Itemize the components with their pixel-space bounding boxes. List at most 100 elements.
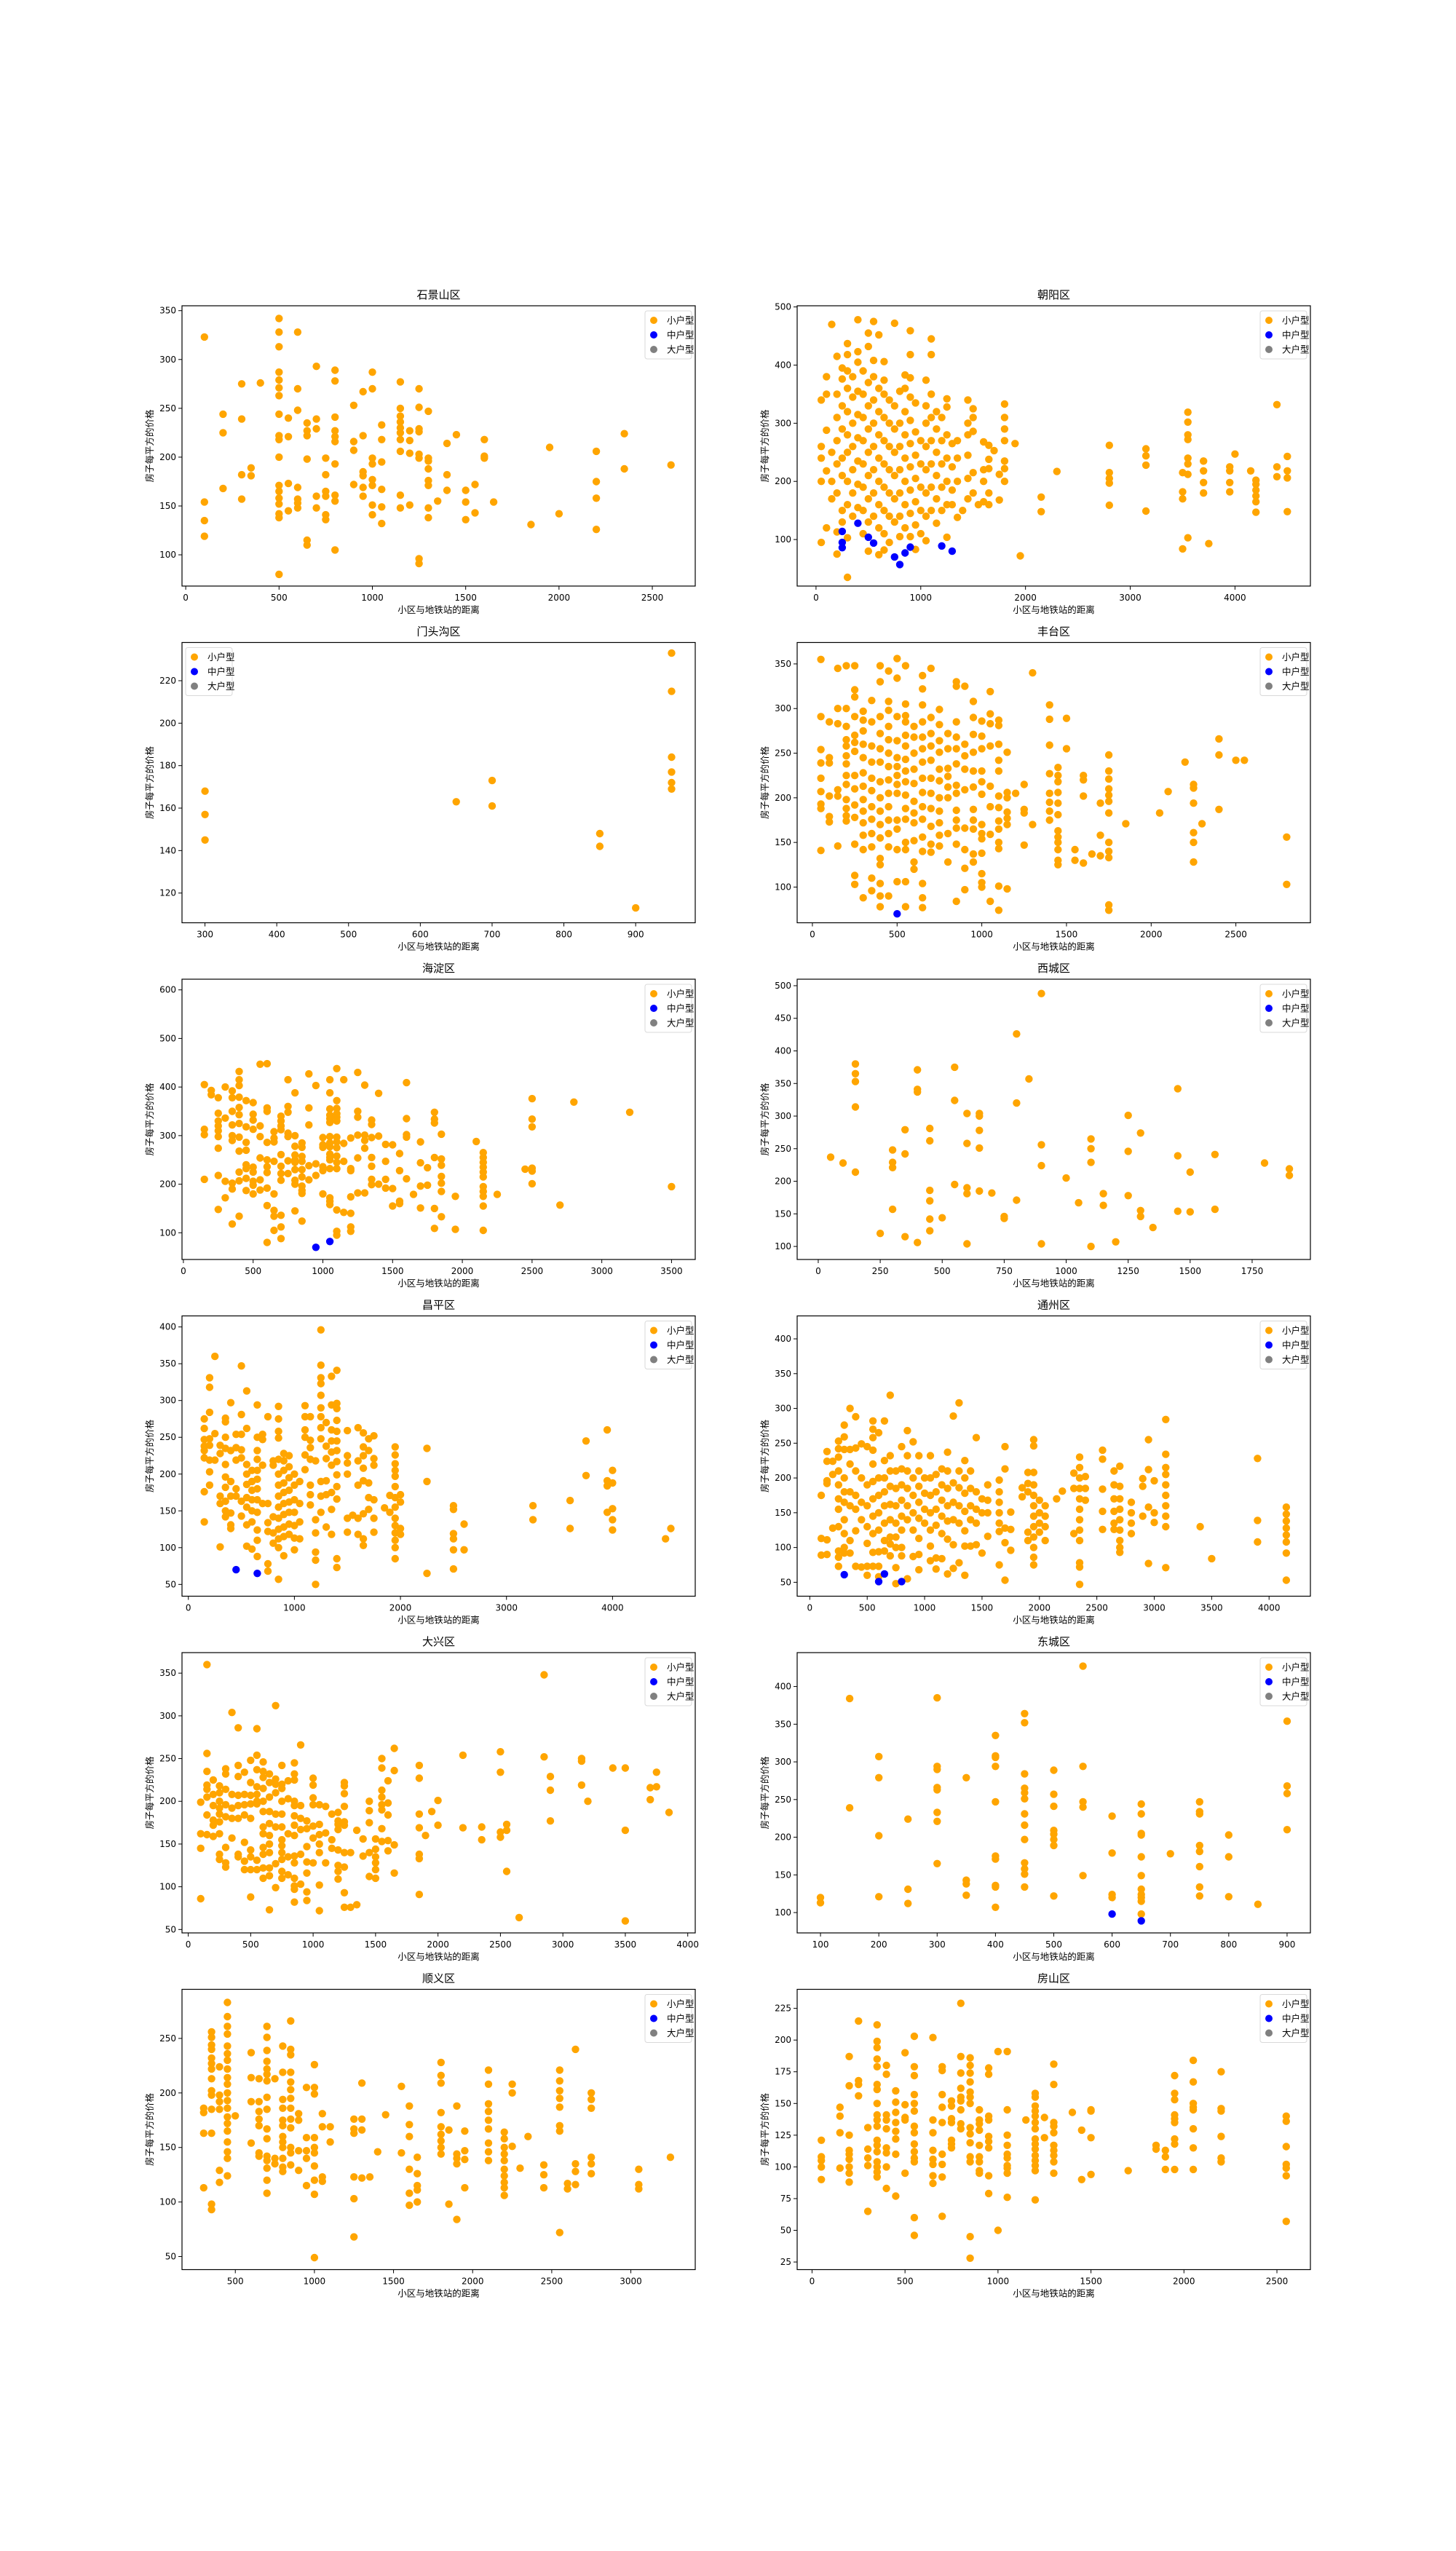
legend-marker-icon [650, 346, 657, 353]
y-tick-label: 350 [159, 1668, 176, 1678]
y-axis-label: 房子每平方的价格 [759, 746, 770, 820]
y-tick-label: 100 [775, 1907, 791, 1918]
x-tick-label: 2000 [1029, 1603, 1051, 1613]
legend-label: 中户型 [1282, 1003, 1310, 1014]
x-axis-label: 小区与地铁站的距离 [397, 1278, 480, 1289]
x-tick-label: 300 [929, 1939, 946, 1950]
x-tick-label: 0 [186, 1939, 191, 1950]
subplot-12: 房山区 0 500 1000 1500 2000 2500 25 50 75 100 125 150 17… [759, 1972, 1311, 2299]
legend-marker-icon [191, 653, 198, 661]
y-tick-label: 175 [775, 2067, 791, 2077]
x-tick-label: 3000 [590, 1266, 613, 1276]
x-tick-label: 500 [859, 1603, 876, 1613]
scatter-points [200, 315, 675, 579]
legend-marker-icon [1265, 1341, 1273, 1349]
legend-label: 小户型 [1282, 1325, 1310, 1336]
y-axis-label: 房子每平方的价格 [759, 2093, 770, 2167]
x-axis-label: 小区与地铁站的距离 [1013, 604, 1095, 615]
x-tick-label: 2500 [1224, 930, 1247, 940]
y-tick-label: 200 [775, 1473, 791, 1483]
x-tick-label: 250 [872, 1266, 889, 1276]
legend-label: 大户型 [667, 344, 695, 355]
x-tick-label: 2000 [427, 1939, 449, 1950]
legend-label: 中户型 [207, 666, 235, 677]
legend-marker-icon [1265, 331, 1273, 339]
subplot-title: 大兴区 [422, 1635, 455, 1648]
axes-frame [796, 305, 1311, 587]
legend-marker-icon [1265, 1326, 1273, 1334]
legend-marker-icon [191, 668, 198, 676]
x-tick-label: 3000 [1143, 1603, 1166, 1613]
axes-frame [181, 1652, 696, 1934]
y-tick-label: 250 [159, 403, 176, 414]
legend-label: 小户型 [1282, 1662, 1310, 1673]
y-axis-label: 房子每平方的价格 [144, 2093, 155, 2167]
legend-marker-icon [650, 990, 657, 997]
x-tick-label: 3000 [620, 2277, 642, 2287]
y-tick-label: 200 [775, 476, 791, 486]
x-tick-label: 1000 [910, 593, 933, 603]
y-tick-label: 400 [775, 360, 791, 370]
x-axis-label: 小区与地铁站的距离 [397, 1951, 480, 1962]
axes-frame [796, 978, 1311, 1260]
y-tick-label: 150 [775, 837, 791, 847]
legend-marker-icon [650, 1356, 657, 1364]
legend-label: 小户型 [667, 989, 695, 1000]
x-tick-label: 800 [555, 930, 572, 940]
y-tick-label: 100 [159, 1543, 176, 1553]
x-tick-label: 1000 [1055, 1266, 1077, 1276]
x-tick-label: 700 [484, 930, 501, 940]
y-tick-label: 50 [780, 2225, 791, 2235]
y-tick-label: 300 [775, 703, 791, 713]
y-tick-label: 350 [159, 306, 176, 316]
x-tick-label: 600 [412, 930, 429, 940]
y-tick-label: 300 [159, 1711, 176, 1721]
y-tick-label: 400 [775, 1334, 791, 1344]
y-tick-label: 160 [159, 803, 176, 813]
y-tick-label: 400 [775, 1682, 791, 1692]
x-tick-label: 2000 [389, 1603, 412, 1613]
subplot-3: 门头沟区 300 400 500 600 700 800 900 120 140 160 180 200… [144, 625, 696, 952]
subplot-6: 西城区 0 250 500 750 1000 1250 1500 1750 100 150 200 25… [759, 962, 1311, 1289]
legend-marker-icon [1265, 2014, 1273, 2022]
axes-frame [796, 1988, 1311, 2271]
axes-frame [181, 1315, 696, 1597]
x-tick-label: 1000 [987, 2277, 1010, 2287]
legend-label: 大户型 [1282, 681, 1310, 692]
subplot-title: 门头沟区 [416, 625, 460, 638]
x-axis-label: 小区与地铁站的距离 [397, 941, 480, 952]
x-tick-label: 0 [813, 593, 819, 603]
subplot-7: 昌平区 0 1000 2000 3000 4000 50 100 150 200 250 300 350… [144, 1299, 696, 1626]
legend-marker-icon [191, 682, 198, 690]
scatter-points [817, 654, 1291, 918]
legend-marker-icon [1265, 1664, 1273, 1671]
y-tick-label: 150 [775, 1508, 791, 1518]
x-tick-label: 900 [1279, 1939, 1296, 1950]
y-tick-label: 200 [775, 1176, 791, 1187]
subplot-5: 海淀区 0 500 1000 1500 2000 2500 3000 3500 100 200 300… [144, 962, 696, 1289]
x-tick-label: 900 [628, 930, 644, 940]
legend-marker-icon [1265, 1005, 1273, 1012]
x-tick-label: 3000 [495, 1603, 518, 1613]
y-tick-label: 350 [775, 1078, 791, 1088]
subplot-title: 昌平区 [422, 1299, 455, 1312]
y-tick-label: 250 [159, 2033, 176, 2044]
x-tick-label: 3500 [1200, 1603, 1223, 1613]
legend-label: 小户型 [207, 652, 235, 663]
y-tick-label: 350 [775, 659, 791, 669]
scatter-points [200, 1326, 675, 1589]
scatter-points [817, 316, 1291, 582]
y-tick-label: 250 [775, 748, 791, 759]
legend-label: 中户型 [1282, 666, 1310, 677]
x-tick-label: 500 [934, 1266, 951, 1276]
legend-label: 大户型 [1282, 1354, 1310, 1365]
subplot-2: 朝阳区 0 1000 2000 3000 4000 100 200 300 400 500 小区与地铁… [759, 288, 1311, 615]
legend-label: 中户型 [1282, 2013, 1310, 2024]
x-tick-label: 500 [242, 1939, 259, 1950]
subplot-title: 西城区 [1037, 962, 1070, 975]
